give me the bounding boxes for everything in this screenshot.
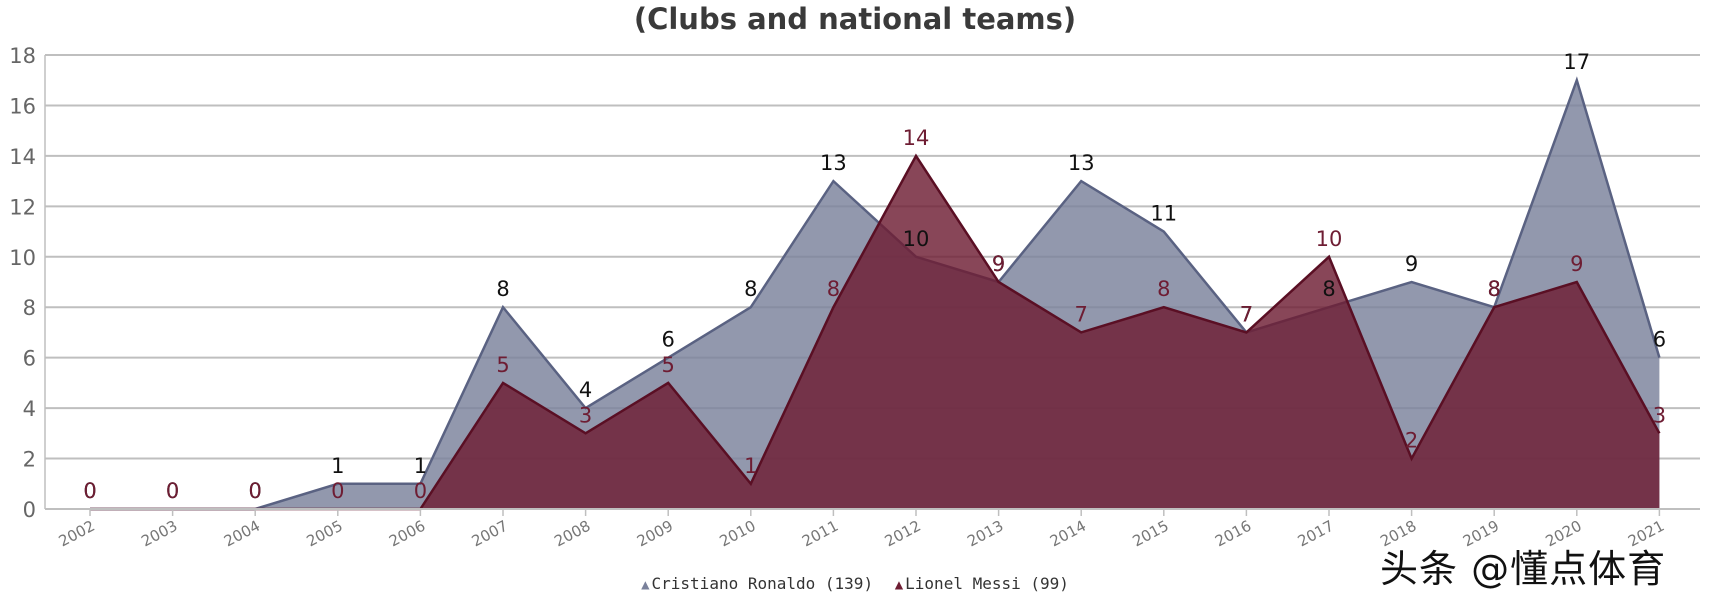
x-tick-label: 2005: [304, 517, 346, 551]
data-label-series-0: 6: [1653, 328, 1666, 352]
x-tick-label: 2011: [799, 517, 841, 551]
data-label-series-1: 10: [1316, 227, 1343, 251]
data-label-series-0: 17: [1563, 50, 1590, 74]
x-tick-label: 2007: [469, 517, 511, 551]
data-label-series-1: 5: [662, 353, 675, 377]
data-label-series-1: 9: [992, 252, 1005, 276]
x-tick-label: 2010: [717, 517, 759, 551]
data-label-series-1: 0: [83, 479, 96, 503]
y-tick-label: 10: [9, 246, 36, 270]
x-tick-label: 2017: [1295, 517, 1337, 551]
x-tick-label: 2015: [1130, 517, 1172, 551]
data-label-series-0: 13: [820, 151, 847, 175]
y-tick-label: 8: [23, 296, 36, 320]
data-label-series-0: 9: [1405, 252, 1418, 276]
data-label-series-0: 8: [744, 277, 757, 301]
data-label-series-0: 4: [579, 378, 592, 402]
x-tick-label: 2003: [138, 517, 180, 551]
legend: ▲ Cristiano Ronaldo (139) ▲ Lionel Messi (…: [0, 574, 1710, 593]
y-tick-label: 2: [23, 448, 36, 472]
data-label-series-0: 1: [414, 454, 427, 478]
data-label-series-1: 5: [496, 353, 509, 377]
data-label-series-1: 8: [827, 277, 840, 301]
triangle-marker-icon: ▲: [641, 577, 650, 593]
y-tick-label: 14: [9, 145, 36, 169]
data-label-series-0: 8: [1322, 277, 1335, 301]
x-tick-label: 2004: [221, 517, 263, 551]
data-label-series-1: 8: [1157, 277, 1170, 301]
data-label-series-0: 7: [1240, 302, 1253, 326]
data-label-series-0: 10: [903, 227, 930, 251]
data-label-series-1: 8: [1488, 277, 1501, 301]
data-label-series-1: 0: [331, 479, 344, 503]
data-label-series-0: 6: [662, 328, 675, 352]
chart-title: (Clubs and national teams): [633, 2, 1077, 36]
x-tick-label: 2009: [634, 517, 676, 551]
data-label-series-0: 0: [83, 479, 96, 503]
data-label-series-1: 1: [744, 454, 757, 478]
y-tick-label: 6: [23, 347, 36, 371]
series-line-0: [90, 76, 1661, 511]
data-label-series-1: 3: [579, 403, 592, 427]
data-label-series-0: 13: [1068, 151, 1095, 175]
data-label-series-1: 14: [903, 126, 930, 150]
legend-item-messi[interactable]: ▲ Lionel Messi (99): [895, 574, 1069, 593]
y-tick-label: 4: [23, 397, 36, 421]
data-label-series-1: 2: [1405, 429, 1418, 453]
x-tick-label: 2006: [386, 517, 428, 551]
x-tick-label: 2002: [56, 517, 98, 551]
data-label-series-1: 7: [1240, 302, 1253, 326]
data-label-series-0: 11: [1150, 202, 1177, 226]
x-tick-label: 2014: [1047, 517, 1089, 551]
triangle-marker-icon: ▲: [894, 577, 904, 593]
data-label-series-0: 1: [331, 454, 344, 478]
x-tick-label: 2008: [551, 517, 593, 551]
legend-item-ronaldo[interactable]: ▲ Cristiano Ronaldo (139): [641, 574, 873, 593]
y-tick-label: 16: [9, 94, 36, 118]
series-area-1: [90, 155, 1660, 509]
y-tick-label: 18: [9, 44, 36, 68]
data-label-series-0: 0: [249, 479, 262, 503]
data-label-series-0: 9: [992, 252, 1005, 276]
data-label-series-1: 0: [166, 479, 179, 503]
x-tick-label: 2013: [964, 517, 1006, 551]
x-tick-label: 2012: [882, 517, 924, 551]
y-tick-label: 0: [23, 498, 36, 522]
legend-label-ronaldo: Cristiano Ronaldo (139): [651, 574, 874, 593]
data-label-series-1: 0: [249, 479, 262, 503]
x-tick-label: 2016: [1212, 517, 1254, 551]
data-label-series-1: 0: [414, 479, 427, 503]
data-label-series-1: 3: [1653, 403, 1666, 427]
data-label-series-0: 8: [496, 277, 509, 301]
data-label-series-1: 7: [1075, 302, 1088, 326]
data-label-series-0: 0: [166, 479, 179, 503]
watermark: 头条 @懂点体育: [1380, 547, 1667, 591]
y-tick-label: 12: [9, 195, 36, 219]
data-label-series-1: 9: [1570, 252, 1583, 276]
legend-label-messi: Lionel Messi (99): [905, 574, 1069, 593]
data-label-series-0: 8: [1488, 277, 1501, 301]
